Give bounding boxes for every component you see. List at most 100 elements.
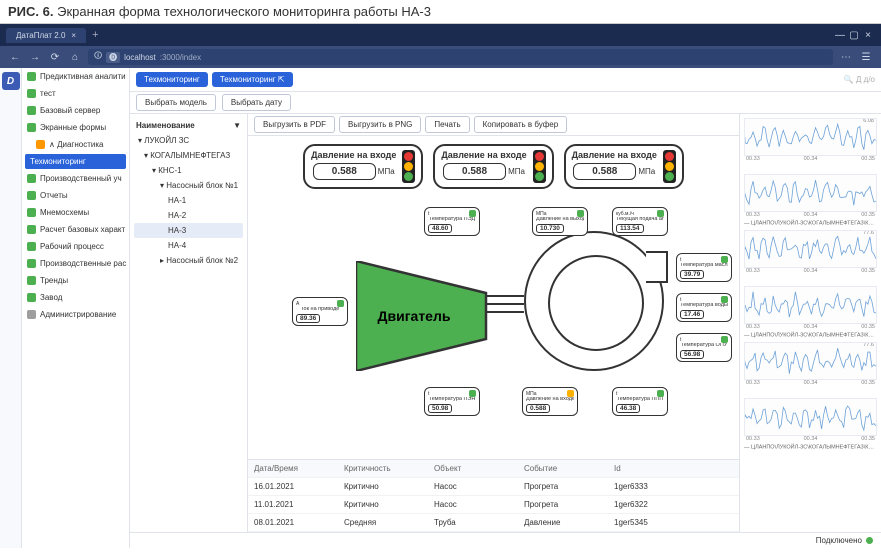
- tree-node[interactable]: НА-3: [134, 223, 243, 238]
- sensor-indicator-icon: [657, 390, 664, 397]
- pressure-gauge: Давление на входе0.588МПа: [303, 144, 423, 189]
- event-row[interactable]: 16.01.2021КритичноНасосПрогрета1ger6333: [248, 478, 739, 496]
- tab-techmonitoring[interactable]: Техмониторинг: [136, 72, 208, 87]
- diagram-tb-button[interactable]: Выгрузить в PDF: [254, 116, 335, 133]
- sidebar-item[interactable]: Экранные формы: [22, 119, 129, 136]
- tree-node[interactable]: ▾ ЛУКОЙЛ ЗС: [134, 133, 243, 148]
- sidebar-item[interactable]: Базовый сервер: [22, 102, 129, 119]
- sidebar-item[interactable]: Администрирование: [22, 306, 129, 323]
- tree-node[interactable]: НА-4: [134, 238, 243, 253]
- selector-row: Выбрать модель Выбрать дату: [130, 92, 881, 114]
- sidebar-icon: [27, 242, 36, 251]
- sensor-indicator-icon: [567, 390, 574, 397]
- mini-chart[interactable]: 77.6 00.3300.3400.35: [744, 342, 877, 394]
- logo-column: D: [0, 68, 22, 548]
- sidebar-icon: [27, 72, 36, 81]
- app-root: D Предиктивная аналити тест Базовый сервер…: [0, 68, 881, 548]
- extensions-icon[interactable]: ☰: [859, 50, 873, 64]
- mini-chart[interactable]: 6.08 00.3300.3400.35: [744, 118, 877, 170]
- sidebar-label: Экранные формы: [40, 123, 106, 132]
- shaft-line: [486, 311, 524, 313]
- status-bar: Подключено: [130, 532, 881, 548]
- sidebar-item[interactable]: Мнемосхемы: [22, 204, 129, 221]
- sidebar-label: тест: [40, 89, 56, 98]
- charts-panel: 6.08 00.3300.3400.35 00.3300.3400.35 — Ц…: [739, 114, 881, 532]
- diagram-tb-button[interactable]: Выгрузить в PNG: [339, 116, 421, 133]
- url-bar[interactable]: 🛈 🅓 localhost:3000/index: [88, 49, 833, 65]
- event-table: Дата/ВремяКритичностьОбъектСобытиеId16.0…: [248, 459, 739, 532]
- sidebar-item[interactable]: Производственные рас: [22, 255, 129, 272]
- sensor-box: t Температура ПЭД48.60: [424, 207, 480, 236]
- svg-text:Двигатель: Двигатель: [378, 308, 451, 324]
- tree-node[interactable]: НА-1: [134, 193, 243, 208]
- status-label: Подключено: [816, 536, 862, 545]
- tree-node[interactable]: ▾ Насосный блок №1: [134, 178, 243, 193]
- minimize-icon[interactable]: —: [833, 28, 847, 42]
- sidebar-icon: [27, 123, 36, 132]
- new-tab-button[interactable]: +: [92, 29, 98, 41]
- sidebar-label: Рабочий процесс: [40, 242, 104, 251]
- tree-node[interactable]: НА-2: [134, 208, 243, 223]
- sensor-indicator-icon: [337, 300, 344, 307]
- close-icon[interactable]: ×: [71, 31, 76, 40]
- sensor-box: МПа Давление на входе0.588: [522, 387, 578, 416]
- sidebar-item[interactable]: тест: [22, 85, 129, 102]
- mini-chart[interactable]: 00.3300.3400.35 — ЦЛАНПО\ЛУКОЙЛ-ЗС\КОГАЛ…: [744, 174, 877, 226]
- tree-node[interactable]: ▾ КНС-1: [134, 163, 243, 178]
- shaft-line: [486, 303, 524, 305]
- app-logo[interactable]: D: [2, 72, 20, 90]
- mini-chart[interactable]: 77.6 00.3300.3400.35: [744, 230, 877, 282]
- select-model-button[interactable]: Выбрать модель: [136, 94, 216, 111]
- browser-navbar: ← → ⟳ ⌂ 🛈 🅓 localhost:3000/index ⋯ ☰: [0, 46, 881, 68]
- sidebar-item[interactable]: Предиктивная аналити: [22, 68, 129, 85]
- filter-icon[interactable]: ▼: [233, 121, 241, 130]
- sidebar-label: Производственный уч: [40, 174, 122, 183]
- event-row[interactable]: 11.01.2021КритичноНасосПрогрета1ger6322: [248, 496, 739, 514]
- sidebar-item[interactable]: Производственный уч: [22, 170, 129, 187]
- sensor-indicator-icon: [577, 210, 584, 217]
- close-window-icon[interactable]: ×: [861, 28, 875, 42]
- diagram-tb-button[interactable]: Печать: [425, 116, 469, 133]
- sidebar-icon: [27, 225, 36, 234]
- sensor-indicator-icon: [721, 296, 728, 303]
- search-icon[interactable]: 🔍 Д д/о: [844, 75, 875, 84]
- sidebar-item[interactable]: Рабочий процесс: [22, 238, 129, 255]
- traffic-light-icon: [663, 150, 676, 183]
- url-path: :3000/index: [160, 53, 201, 62]
- sensor-indicator-icon: [721, 336, 728, 343]
- url-host: localhost: [124, 53, 156, 62]
- sidebar-icon: [36, 140, 45, 149]
- sensor-box: t Температура воды17.46: [676, 293, 732, 322]
- figure-caption: Экранная форма технологического монитори…: [57, 4, 431, 19]
- tab-techmonitoring-ext[interactable]: Техмониторинг ⇱: [212, 72, 293, 87]
- sensor-indicator-icon: [469, 390, 476, 397]
- tree-node[interactable]: ▸ Насосный блок №2: [134, 253, 243, 268]
- more-icon[interactable]: ⋯: [839, 50, 853, 64]
- sensor-box: t Температура ПЭН50.98: [424, 387, 480, 416]
- reload-icon[interactable]: ⟳: [48, 50, 62, 64]
- forward-icon[interactable]: →: [28, 50, 42, 64]
- sidebar-item[interactable]: Расчет базовых характ: [22, 221, 129, 238]
- tree-node[interactable]: ▾ КОГАЛЫМНЕФТЕГАЗ: [134, 148, 243, 163]
- diagram-tb-button[interactable]: Копировать в буфер: [474, 116, 568, 133]
- sidebar-item[interactable]: Завод: [22, 289, 129, 306]
- event-row[interactable]: 08.01.2021СредняяТрубаДавление1ger5345: [248, 514, 739, 532]
- sidebar-item[interactable]: Отчеты: [22, 187, 129, 204]
- sidebar-item[interactable]: Тренды: [22, 272, 129, 289]
- sidebar-label: Производственные рас: [40, 259, 126, 268]
- gauge-row: Давление на входе0.588МПа Давление на вх…: [256, 144, 731, 189]
- sidebar-item-active[interactable]: Техмониторинг: [25, 154, 126, 169]
- back-icon[interactable]: ←: [8, 50, 22, 64]
- select-date-button[interactable]: Выбрать дату: [222, 94, 291, 111]
- sidebar-item[interactable]: ∧ Диагностика: [22, 136, 129, 153]
- mini-chart[interactable]: 00.3300.3400.35 — ЦЛАНПО\ЛУКОЙЛ-ЗС\КОГАЛ…: [744, 286, 877, 338]
- sidebar-icon: [27, 174, 36, 183]
- sidebar-icon: [27, 276, 36, 285]
- maximize-icon[interactable]: ▢: [847, 28, 861, 42]
- sidebar-icon: [27, 259, 36, 268]
- home-icon[interactable]: ⌂: [68, 50, 82, 64]
- mini-chart[interactable]: 00.3300.3400.35 — ЦЛАНПО\ЛУКОЙЛ-ЗС\КОГАЛ…: [744, 398, 877, 450]
- diagram-body: Давление на входе0.588МПа Давление на вх…: [248, 136, 739, 459]
- figure-prefix: РИС. 6.: [8, 4, 53, 19]
- browser-tab[interactable]: ДатаПлат 2.0 ×: [6, 28, 86, 43]
